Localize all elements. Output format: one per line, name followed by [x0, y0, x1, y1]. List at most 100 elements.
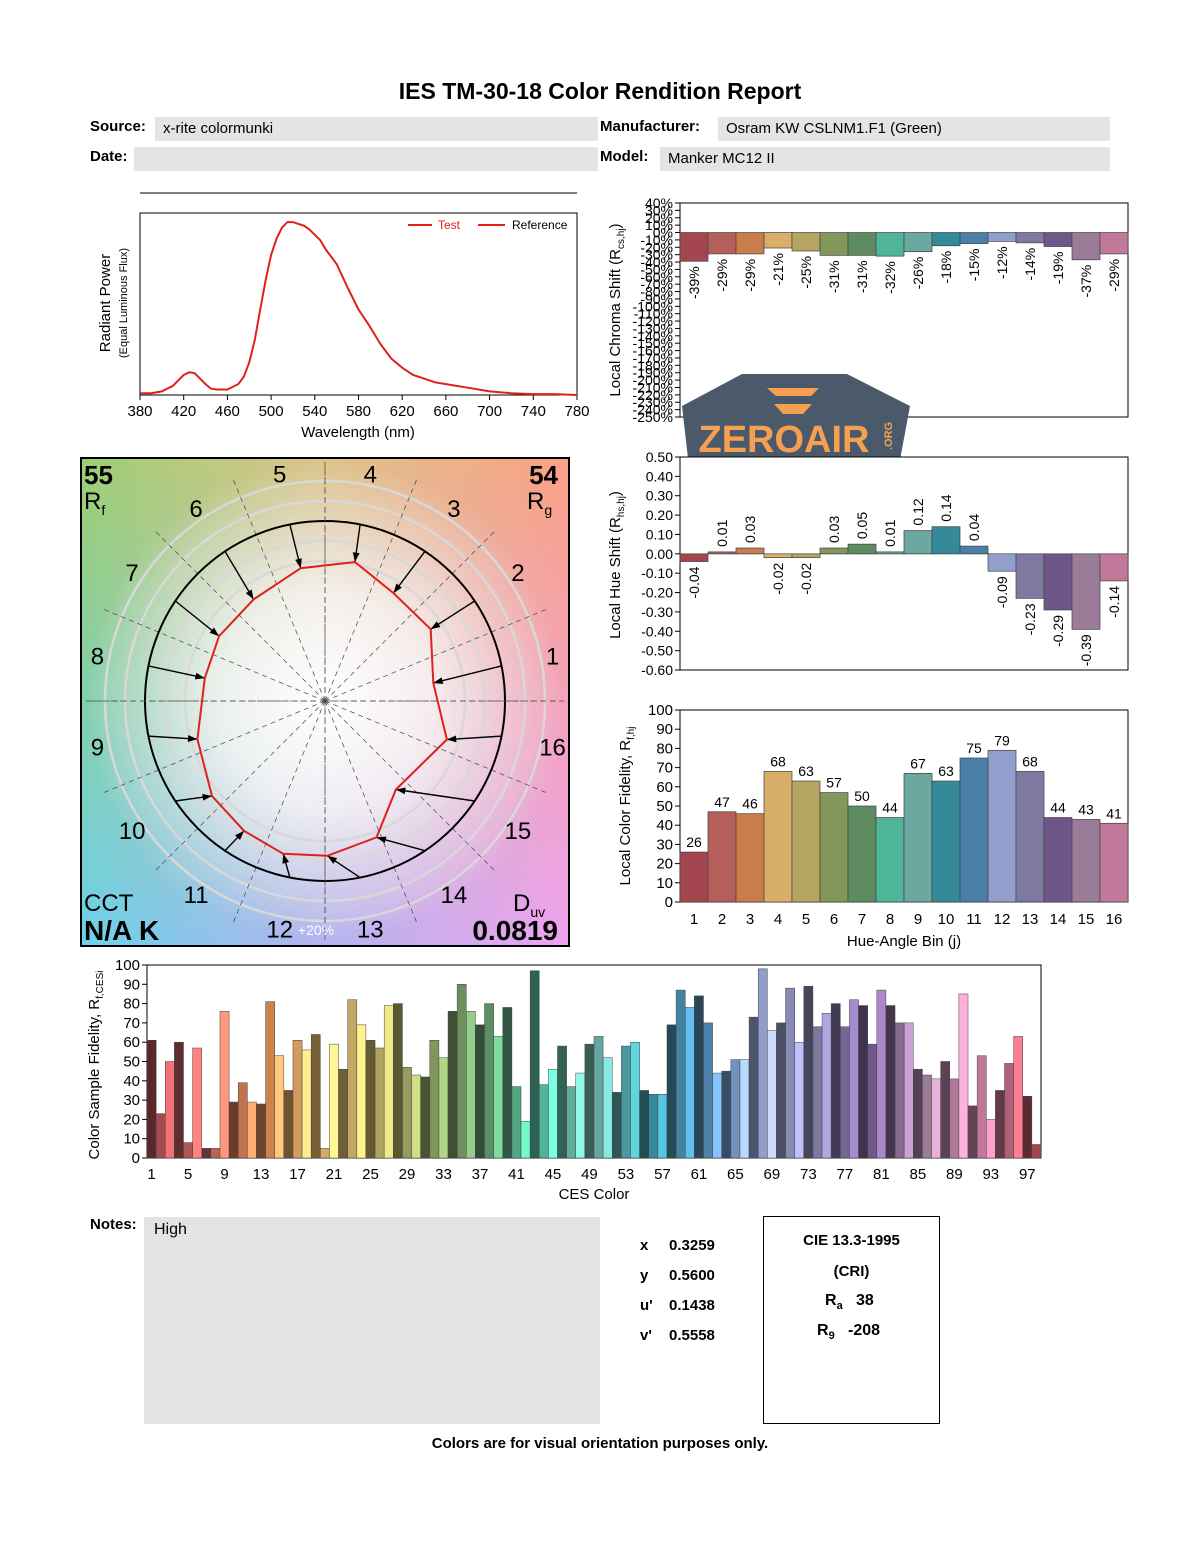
fidelity-y-tick-label: 30: [656, 836, 673, 853]
vg-bin-label: 12: [266, 917, 293, 944]
chroma-bar: [903, 232, 933, 253]
rg-value: 54: [529, 460, 558, 490]
chroma-y-tick-label: -90%: [640, 291, 673, 307]
spd-y-axis-label: Radiant Power: [97, 254, 114, 352]
ces-bar: [748, 1016, 759, 1159]
ces-bar: [739, 1059, 750, 1159]
ces-bar: [502, 1007, 513, 1159]
hue-y-tick-label: 0.50: [646, 449, 673, 465]
hue-bar-label: 0.03: [742, 516, 758, 543]
ces-x-tick-label: 49: [581, 1166, 598, 1183]
hue-bar-label: 0.14: [938, 494, 954, 521]
ces-bar: [785, 987, 795, 1159]
ces-bar: [219, 1011, 230, 1159]
v-prime-value: 0.5558: [669, 1327, 715, 1344]
source-field: x-rite colormunki: [155, 117, 598, 141]
ces-bar: [301, 1049, 312, 1159]
fidelity-bar: [903, 773, 933, 903]
fidelity-bar-label: 46: [742, 796, 758, 812]
ces-bar: [174, 1041, 184, 1159]
ces-bar: [976, 1055, 987, 1159]
hue-bar: [1071, 553, 1101, 630]
ces-x-tick-label: 97: [1019, 1166, 1036, 1183]
vg-bin-label: 8: [91, 644, 104, 671]
vg-arrow-head: [327, 855, 338, 864]
cri-subtitle: (CRI): [833, 1263, 870, 1280]
ces-bar: [420, 1076, 431, 1159]
vg-bin-label: 14: [441, 882, 468, 909]
ces-bar: [575, 1072, 586, 1159]
vg-bin-label: 1: [546, 644, 559, 671]
vg-bin-label: 6: [189, 496, 202, 523]
ces-y-tick-label: 0: [132, 1150, 140, 1167]
ces-bar: [1004, 1063, 1014, 1159]
chroma-bar-label: -37%: [1078, 265, 1094, 298]
ces-bar: [858, 1005, 868, 1159]
ces-bar: [648, 1094, 659, 1159]
ces-bar: [265, 1001, 275, 1159]
fidelity-y-tick-label: 90: [656, 721, 673, 738]
fidelity-bar-label: 50: [854, 788, 870, 804]
spd-x-ticks: 380 420 460 500 540 580 620 660 700 740 780: [127, 395, 590, 420]
fidelity-x-tick-label: 16: [1106, 911, 1123, 928]
hue-bar-label: -0.02: [798, 562, 814, 594]
hue-bar: [959, 545, 989, 555]
hue-bar: [987, 553, 1017, 572]
chroma-bar: [763, 232, 793, 249]
fidelity-bar: [931, 780, 961, 903]
chroma-y-tick-label: 20%: [645, 210, 673, 226]
fidelity-bar: [679, 851, 709, 903]
vg-spoke: [103, 700, 326, 794]
chroma-y-tick-label: -40%: [640, 254, 673, 270]
vg-bin-label: 16: [539, 734, 566, 761]
vg-arrow-head: [433, 677, 444, 685]
spd-x-tick-label: 540: [302, 403, 327, 420]
hue-y-tick-label: -0.50: [641, 643, 673, 659]
vg-arrow-head: [194, 672, 205, 680]
ces-y-tick-label: 40: [123, 1073, 140, 1090]
ces-bar: [767, 1030, 777, 1159]
vg-spoke: [324, 531, 495, 702]
fidelity-bar: [959, 757, 989, 903]
fidelity-y-tick-label: 80: [656, 740, 673, 757]
ces-x-tick-label: 45: [545, 1166, 562, 1183]
fidelity-x-axis-label: Hue-Angle Bin (j): [847, 933, 961, 950]
date-field: [134, 147, 598, 171]
notes-text: High: [154, 1221, 187, 1238]
chroma-y-tick-label: -160%: [633, 343, 673, 359]
chroma-bar-label: -21%: [770, 253, 786, 286]
ces-bar: [922, 1074, 932, 1159]
chroma-y-tick-label: -250%: [633, 409, 673, 425]
ces-bar: [347, 999, 358, 1159]
ces-bar: [712, 1072, 722, 1159]
hue-bar-label: -0.14: [1106, 586, 1122, 618]
ces-x-tick-label: 33: [435, 1166, 452, 1183]
ces-x-tick-label: 17: [289, 1166, 306, 1183]
hue-y-tick-label: 0.20: [646, 507, 673, 523]
ces-bar: [867, 1043, 878, 1159]
vg-spoke: [324, 700, 418, 923]
chroma-bar: [819, 232, 849, 256]
spd-chart: 380 420 460 500 540 580 620 660 700 740 780 Test R…: [97, 192, 590, 441]
vg-arrow-shaft: [395, 788, 475, 802]
hue-y-tick-label: -0.20: [641, 585, 673, 601]
watermark-road-mid: [774, 404, 812, 414]
chroma-y-tick-label: -190%: [633, 365, 673, 381]
chroma-y-tick-label: -50%: [640, 261, 673, 277]
ces-bar: [256, 1103, 266, 1159]
ces-bar: [885, 1005, 896, 1159]
chroma-bar: [679, 232, 709, 262]
chroma-bar-label: -18%: [938, 251, 954, 284]
ces-bar: [155, 1113, 166, 1159]
fidelity-bar-label: 68: [770, 753, 786, 769]
spd-x-tick-label: 620: [390, 403, 415, 420]
ces-bar: [475, 1024, 485, 1159]
vg-arrows: [148, 524, 502, 879]
ces-x-tick-label: 5: [184, 1166, 192, 1183]
u-prime-value: 0.1438: [669, 1297, 715, 1314]
chroma-bar: [959, 232, 989, 244]
chroma-y-tick-label: 30%: [645, 202, 673, 218]
x-value: 0.3259: [669, 1237, 715, 1254]
ces-x-tick-label: 69: [764, 1166, 781, 1183]
